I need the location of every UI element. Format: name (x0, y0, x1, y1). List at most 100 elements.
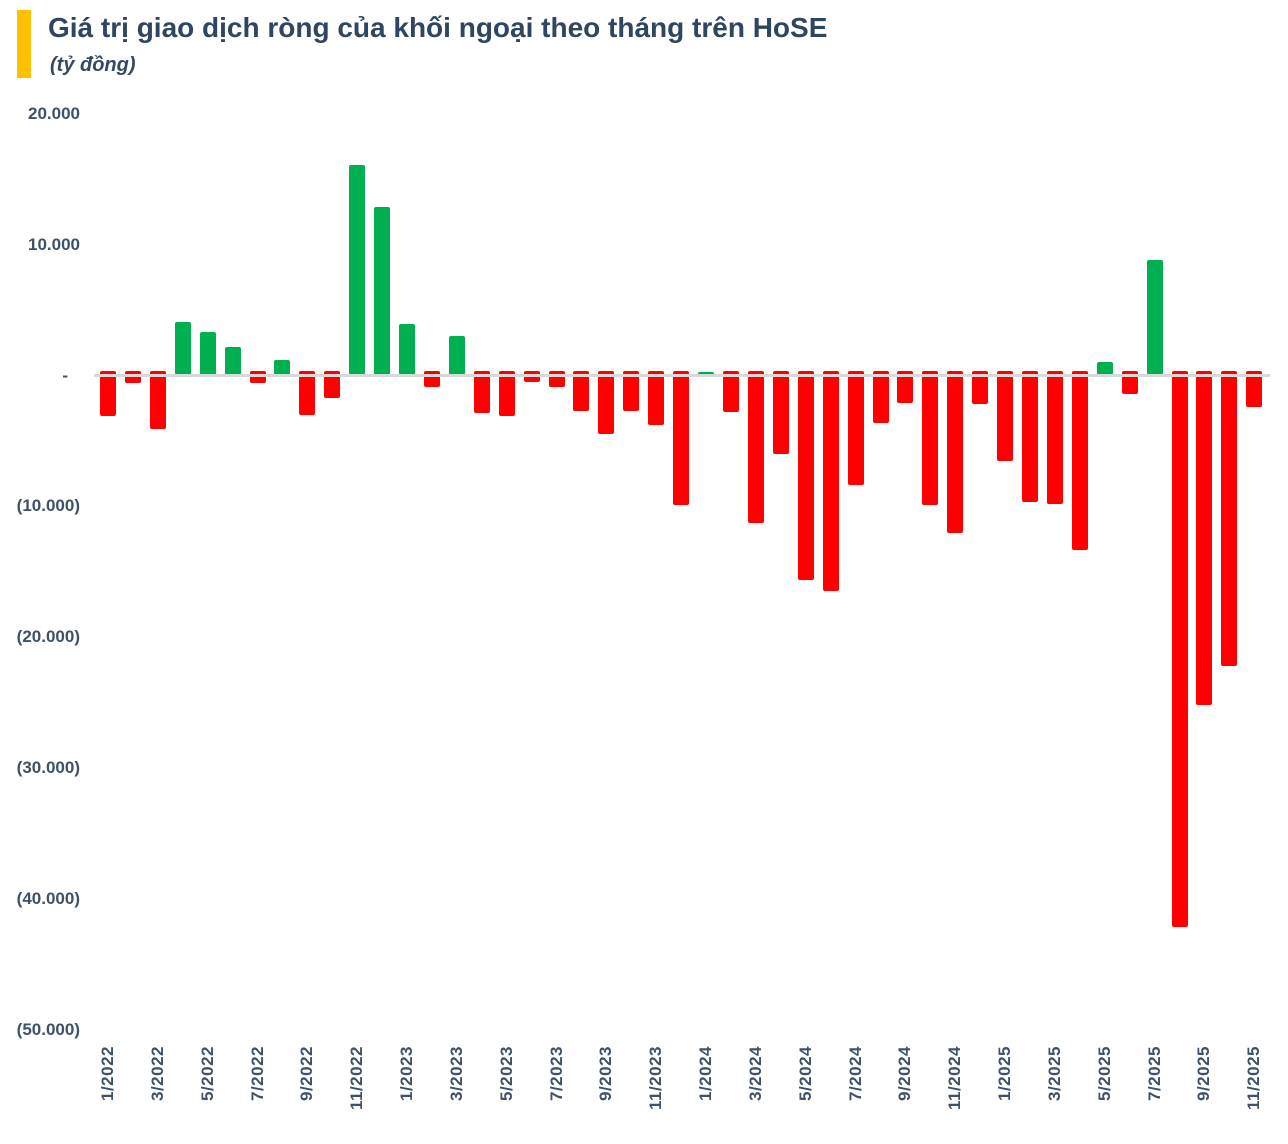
x-tick-label: 9/2023 (595, 1046, 617, 1101)
bar-1/2023 (399, 324, 416, 376)
x-tick-label: 3/2023 (446, 1046, 468, 1101)
x-tick-label: 3/2022 (147, 1046, 169, 1101)
x-tick-label: 5/2023 (496, 1046, 518, 1101)
x-tick-label-text: 11/2025 (1244, 1046, 1264, 1111)
x-tick-label: 7/2025 (1144, 1046, 1166, 1101)
bar-5/2023 (498, 370, 515, 417)
chart-subtitle: (tỷ đồng) (50, 54, 136, 76)
bar-3/2024 (747, 370, 764, 524)
bar-8/2024 (872, 370, 889, 423)
bar-5/2025 (1096, 362, 1113, 376)
bar-4/2022 (174, 321, 191, 376)
y-tick-label: (10.000) (16, 496, 80, 516)
bar-5/2022 (199, 332, 216, 376)
x-tick-label: 9/2024 (894, 1046, 916, 1101)
x-tick-label-text: 11/2023 (646, 1046, 666, 1111)
bar-6/2024 (822, 370, 839, 592)
x-tick-label: 11/2023 (645, 1046, 667, 1110)
x-tick-label: 5/2025 (1094, 1046, 1116, 1101)
x-tick-label-text: 1/2025 (995, 1046, 1015, 1101)
x-tick-label-text: 9/2022 (297, 1046, 317, 1101)
x-tick-label: 7/2023 (546, 1046, 568, 1101)
title-accent-bar (17, 10, 31, 78)
y-tick-label: (40.000) (16, 889, 80, 909)
bar-3/2025 (1046, 370, 1063, 504)
x-tick-label-text: 5/2023 (496, 1046, 516, 1101)
x-tick-label-text: 11/2022 (347, 1046, 367, 1111)
bar-9/2023 (598, 370, 615, 435)
x-tick-label: 9/2025 (1193, 1046, 1215, 1101)
bar-10/2022 (324, 370, 341, 398)
bar-1/2022 (100, 370, 116, 417)
x-tick-label: 1/2025 (994, 1046, 1016, 1101)
bar-8/2025 (1171, 370, 1188, 927)
x-tick-label: 7/2022 (247, 1046, 269, 1101)
zero-axis-line (94, 373, 1270, 377)
x-tick-label-text: 5/2024 (795, 1046, 815, 1101)
y-tick-label: (50.000) (16, 1020, 80, 1039)
bar-11/2023 (648, 370, 665, 426)
bar-9/2024 (897, 370, 914, 403)
x-tick-label: 1/2022 (97, 1046, 119, 1101)
bar-11/2024 (947, 370, 964, 533)
chart-title: Giá trị giao dịch ròng của khối ngoại th… (48, 12, 828, 43)
bar-11/2025 (1246, 370, 1263, 407)
bar-3/2023 (448, 336, 465, 376)
x-tick-label: 11/2025 (1243, 1046, 1265, 1110)
y-tick-label: (20.000) (16, 627, 80, 647)
x-tick-label-text: 1/2023 (397, 1046, 417, 1101)
x-tick-label-text: 7/2025 (1144, 1046, 1164, 1101)
bar-4/2025 (1071, 370, 1088, 550)
bar-2/2025 (1022, 370, 1039, 503)
bar-2/2022 (124, 370, 141, 384)
bar-10/2025 (1221, 370, 1238, 667)
bar-12/2022 (374, 206, 391, 376)
bar-9/2025 (1196, 370, 1213, 706)
bar-11/2022 (349, 164, 366, 376)
bar-10/2024 (922, 370, 939, 506)
x-tick-label: 1/2024 (695, 1046, 717, 1101)
bar-7/2024 (847, 370, 864, 486)
x-tick-label-text: 1/2024 (696, 1046, 716, 1101)
y-tick-label: (30.000) (16, 758, 80, 778)
y-tick-label: 10.000 (28, 234, 80, 254)
bar-5/2024 (797, 370, 814, 580)
x-tick-label: 1/2023 (396, 1046, 418, 1101)
x-tick-label-text: 3/2024 (745, 1046, 765, 1101)
bar-8/2023 (573, 370, 590, 411)
x-tick-label-text: 7/2024 (845, 1046, 865, 1101)
bar-8/2022 (274, 359, 291, 376)
bar-4/2024 (772, 370, 789, 455)
bar-1/2025 (997, 370, 1014, 461)
bar-10/2023 (623, 370, 640, 411)
x-tick-label: 3/2024 (745, 1046, 767, 1101)
x-tick-label-text: 7/2022 (247, 1046, 267, 1101)
y-tick-label: - (62, 365, 68, 385)
bar-6/2022 (224, 346, 241, 376)
x-tick-label-text: 9/2023 (596, 1046, 616, 1101)
x-tick-label-text: 5/2022 (197, 1046, 217, 1101)
bar-7/2022 (249, 370, 266, 384)
x-tick-label: 7/2024 (845, 1046, 867, 1101)
y-tick-label: 20.000 (28, 103, 80, 123)
x-tick-label-text: 11/2024 (945, 1046, 965, 1111)
x-tick-label-text: 1/2022 (98, 1046, 117, 1101)
bar-7/2025 (1146, 260, 1163, 376)
bar-2/2024 (723, 370, 739, 413)
x-tick-label-text: 5/2025 (1094, 1046, 1114, 1101)
bar-4/2023 (473, 370, 490, 414)
x-tick-label-text: 9/2024 (895, 1046, 915, 1101)
x-tick-label-text: 9/2025 (1194, 1046, 1214, 1101)
x-tick-label: 9/2022 (296, 1046, 318, 1101)
bar-3/2022 (149, 370, 166, 430)
bar-12/2024 (972, 370, 989, 405)
x-tick-label-text: 3/2022 (147, 1046, 167, 1101)
x-tick-label: 11/2024 (944, 1046, 966, 1110)
x-tick-label: 5/2024 (795, 1046, 817, 1101)
x-tick-label: 5/2022 (197, 1046, 219, 1101)
bar-9/2022 (299, 370, 316, 415)
x-tick-label: 3/2025 (1044, 1046, 1066, 1101)
x-tick-label-text: 7/2023 (546, 1046, 566, 1101)
x-tick-label-text: 3/2023 (446, 1046, 466, 1101)
